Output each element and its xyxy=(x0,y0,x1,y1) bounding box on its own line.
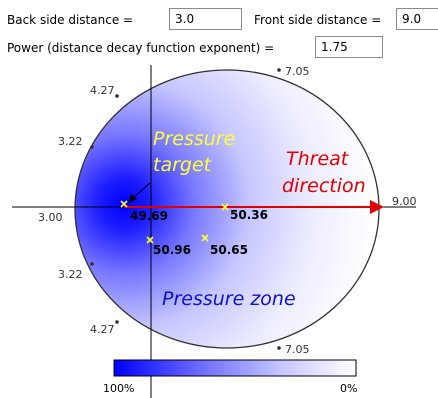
boundary-label-top: 7.05 xyxy=(285,65,310,78)
boundary-label-back: 3.00 xyxy=(38,211,63,224)
threat-arrow-head xyxy=(370,200,384,214)
marker-4 xyxy=(201,234,209,242)
power-exponent-label: Power (distance decay function exponent)… xyxy=(7,41,275,55)
point-value-2: 50.36 xyxy=(230,208,268,222)
threat-direction-label-line1: Threat xyxy=(286,148,350,170)
point-value-3: 50.96 xyxy=(153,243,191,257)
front-side-distance-label: Front side distance = xyxy=(254,13,382,27)
legend-min-label: 0% xyxy=(340,382,358,395)
point-value-1: 49.69 xyxy=(130,209,168,223)
boundary-label-left-upper: 3.22 xyxy=(58,135,83,148)
boundary-label-upper-left: 4.27 xyxy=(90,84,115,97)
boundary-label-front: 9.00 xyxy=(392,195,417,208)
boundary-label-bottom: 7.05 xyxy=(285,343,310,356)
front-side-distance-input[interactable] xyxy=(396,8,438,30)
sample-markers xyxy=(120,200,229,244)
pressure-zone-label: Pressure zone xyxy=(162,288,296,310)
boundary-label-left-lower: 3.22 xyxy=(58,268,83,281)
back-side-distance-input[interactable] xyxy=(169,8,242,30)
pressure-target-pointer-arrow xyxy=(128,194,137,203)
boundary-label-lower-left: 4.27 xyxy=(90,323,115,336)
threat-direction-label-line2: direction xyxy=(282,175,366,197)
power-exponent-input[interactable] xyxy=(315,36,383,58)
legend-color-bar xyxy=(113,359,357,377)
pressure-target-label-line1: Pressure xyxy=(153,128,235,150)
pressure-target-label-line2: target xyxy=(153,154,213,176)
legend-max-label: 100% xyxy=(103,382,135,395)
marker-3 xyxy=(146,236,154,244)
marker-2 xyxy=(221,203,229,211)
back-side-distance-label: Back side distance = xyxy=(7,13,134,27)
point-value-4: 50.65 xyxy=(210,243,248,257)
marker-1 xyxy=(120,200,128,208)
